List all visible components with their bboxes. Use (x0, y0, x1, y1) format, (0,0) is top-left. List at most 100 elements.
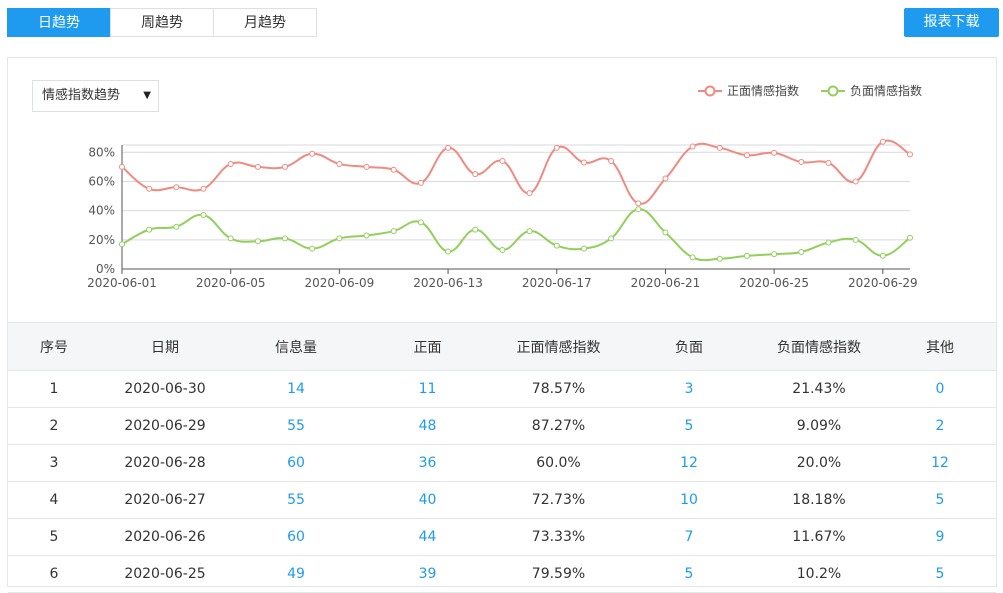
positive-data-point (146, 185, 153, 192)
trend-tabs: 日趋势 周趋势 月趋势 (7, 8, 317, 37)
x-tick-label: 2020-06-29 (848, 276, 918, 290)
row-positive-index-cell: 60.0% (493, 444, 624, 482)
row-other-cell[interactable]: 9 (884, 518, 996, 556)
row-negative-cell[interactable]: 3 (624, 370, 754, 408)
positive-data-point (472, 171, 479, 178)
tab-monthly-trend[interactable]: 月趋势 (213, 8, 317, 37)
negative-data-point (119, 241, 125, 248)
row-negative-index-cell: 18.18% (754, 481, 884, 519)
x-tick-label: 2020-06-21 (631, 276, 701, 290)
row-total-cell[interactable]: 14 (230, 370, 362, 408)
legend-negative-label: 负面情感指数 (850, 84, 923, 98)
legend-negative[interactable]: 负面情感指数 (820, 82, 922, 99)
y-tick-label: 60% (88, 174, 115, 188)
column-header: 序号 (8, 322, 100, 371)
table-row: 4 2020-06-27 55 40 72.73% 10 18.18% 5 (8, 481, 996, 519)
row-negative-cell[interactable]: 12 (624, 444, 754, 482)
negative-data-point (662, 229, 669, 236)
x-tick-label: 2020-06-17 (522, 276, 592, 290)
positive-data-point (254, 163, 261, 170)
row-total-cell[interactable]: 55 (230, 481, 362, 519)
row-positive-index-cell: 72.73% (493, 481, 624, 519)
x-tick-label: 2020-06-25 (739, 276, 809, 290)
row-positive-cell[interactable]: 39 (362, 555, 493, 593)
positive-data-point (227, 160, 234, 167)
negative-data-point (879, 252, 886, 259)
table-row: 1 2020-06-30 14 11 78.57% 3 21.43% 0 (8, 370, 996, 408)
chevron-down-icon: ▼ (143, 90, 151, 101)
row-index-cell: 6 (8, 555, 100, 593)
positive-data-point (825, 159, 832, 166)
row-positive-cell[interactable]: 36 (362, 444, 493, 482)
positive-data-point (417, 179, 424, 186)
row-total-cell[interactable]: 49 (230, 555, 362, 593)
index-type-select[interactable]: 情感指数趋势 ▼ (32, 80, 159, 112)
negative-data-point (227, 235, 234, 242)
negative-data-point (200, 212, 207, 219)
positive-data-point (499, 158, 506, 165)
negative-data-point (553, 242, 560, 249)
row-negative-cell[interactable]: 10 (624, 481, 754, 519)
row-index-cell: 5 (8, 518, 100, 556)
table-header-row: 序号 日期 信息量 正面 正面情感指数 负面 负面情感指数 其他 (8, 322, 996, 371)
y-tick-label: 40% (88, 204, 115, 218)
row-negative-cell[interactable]: 7 (624, 518, 754, 556)
row-date-cell: 2020-06-26 (100, 518, 230, 556)
positive-data-point (445, 144, 452, 151)
sentiment-trend-chart: 0% 20% 40% 60% 80% 2020-06-01 2020-06-05 2020-0… (87, 138, 918, 290)
row-positive-cell[interactable]: 48 (362, 407, 493, 445)
column-header: 负面 (624, 322, 754, 371)
legend-negative-marker-icon (821, 85, 845, 96)
negative-data-point (907, 234, 913, 241)
row-other-cell[interactable]: 5 (884, 555, 996, 593)
row-index-cell: 2 (8, 407, 100, 445)
table-row: 5 2020-06-26 60 44 73.33% 7 11.67% 9 (8, 518, 996, 556)
negative-data-point (716, 255, 723, 262)
row-total-cell[interactable]: 60 (230, 444, 362, 482)
row-index-cell: 1 (8, 370, 100, 408)
row-positive-cell[interactable]: 40 (362, 481, 493, 519)
x-tick-label: 2020-06-01 (87, 276, 157, 290)
row-date-cell: 2020-06-29 (100, 407, 230, 445)
row-negative-cell[interactable]: 5 (624, 407, 754, 445)
negative-data-point (526, 228, 533, 235)
legend-positive[interactable]: 正面情感指数 (697, 82, 799, 99)
row-total-cell[interactable]: 60 (230, 518, 362, 556)
table-row: 6 2020-06-25 49 39 79.59% 5 10.2% 5 (8, 555, 996, 593)
tab-daily-trend[interactable]: 日趋势 (7, 8, 111, 37)
negative-series-line (121, 208, 911, 262)
negative-data-point (798, 248, 805, 255)
negative-data-point (254, 238, 261, 245)
row-negative-index-cell: 20.0% (754, 444, 884, 482)
row-date-cell: 2020-06-28 (100, 444, 230, 482)
row-positive-cell[interactable]: 44 (362, 518, 493, 556)
row-positive-cell[interactable]: 11 (362, 370, 493, 408)
row-other-cell[interactable]: 2 (884, 407, 996, 445)
positive-data-point (119, 163, 125, 170)
index-type-select-value: 情感指数趋势 (42, 88, 121, 103)
row-negative-index-cell: 21.43% (754, 370, 884, 408)
legend-positive-label: 正面情感指数 (727, 84, 800, 98)
negative-data-point (580, 245, 587, 252)
row-negative-cell[interactable]: 5 (624, 555, 754, 593)
negative-data-point (146, 226, 153, 233)
row-negative-index-cell: 9.09% (754, 407, 884, 445)
report-download-button[interactable]: 报表下载 (904, 8, 999, 37)
row-other-cell[interactable]: 5 (884, 481, 996, 519)
row-positive-index-cell: 73.33% (493, 518, 624, 556)
positive-data-point (771, 149, 778, 156)
row-other-cell[interactable]: 12 (884, 444, 996, 482)
row-total-cell[interactable]: 55 (230, 407, 362, 445)
column-header: 负面情感指数 (754, 322, 884, 371)
row-date-cell: 2020-06-25 (100, 555, 230, 593)
negative-data-point (743, 252, 750, 259)
trend-panel: 情感指数趋势 ▼ 正面情感指数 负面情感指数 0% 20% 40% 60% 80% 202… (7, 57, 997, 593)
tab-weekly-trend[interactable]: 周趋势 (110, 8, 214, 37)
table-body: 1 2020-06-30 14 11 78.57% 3 21.43% 0 2 2020-06-29… (8, 370, 996, 593)
positive-data-point (716, 144, 723, 151)
negative-data-point (472, 226, 479, 233)
column-header: 其他 (884, 322, 996, 371)
row-other-cell[interactable]: 0 (884, 370, 996, 408)
row-date-cell: 2020-06-27 (100, 481, 230, 519)
sentiment-table: 序号 日期 信息量 正面 正面情感指数 负面 负面情感指数 其他 1 2020-0… (8, 322, 996, 593)
